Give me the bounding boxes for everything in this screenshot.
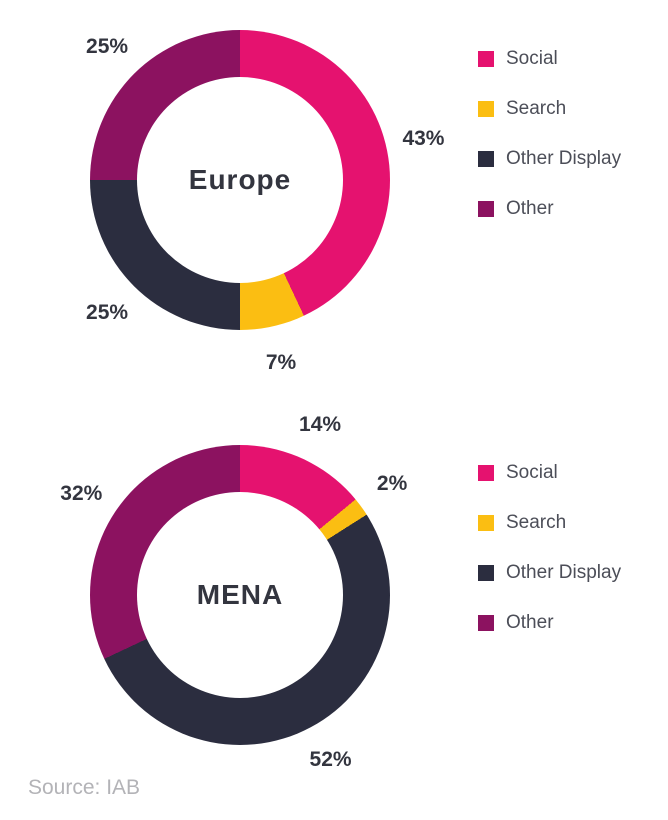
europe-donut-hole: Europe bbox=[137, 77, 343, 283]
slice-value-label-other: 25% bbox=[86, 35, 129, 59]
legend-swatch-icon-other-display bbox=[478, 565, 494, 581]
legend-swatch-icon-other bbox=[478, 201, 494, 217]
slice-value-label-other-display: 52% bbox=[309, 747, 352, 771]
legend-label-search: Search bbox=[506, 98, 567, 119]
legend-label-other: Other bbox=[506, 198, 554, 219]
legend-swatch-icon-other-display bbox=[478, 151, 494, 167]
europe-donut-chart: Europe 43% 7% 25% 25% bbox=[86, 30, 444, 374]
slice-value-label-social: 14% bbox=[299, 412, 342, 436]
mena-donut-chart: MENA 14% 2% 52% 32% bbox=[60, 413, 407, 771]
legend-label-other-display: Other Display bbox=[506, 562, 622, 583]
legend-item-search: Search bbox=[478, 512, 621, 534]
mena-donut-hole: MENA bbox=[137, 492, 343, 698]
legend-item-social: Social bbox=[478, 462, 621, 484]
slice-value-label-other-display: 25% bbox=[86, 300, 129, 324]
legend-swatch-icon-search bbox=[478, 515, 494, 531]
slice-value-label-social: 43% bbox=[402, 126, 445, 150]
legend-item-other-display: Other Display bbox=[478, 562, 621, 584]
legend-item-other: Other bbox=[478, 198, 621, 220]
legend-label-other-display: Other Display bbox=[506, 148, 622, 169]
slice-value-label-search: 7% bbox=[265, 351, 297, 375]
legend-swatch-icon-social bbox=[478, 465, 494, 481]
legend-label-search: Search bbox=[506, 512, 567, 533]
europe-legend: Social Search Other Display Other bbox=[478, 48, 621, 220]
legend-item-other-display: Other Display bbox=[478, 148, 621, 170]
mena-legend: Social Search Other Display Other bbox=[478, 462, 621, 634]
legend-item-social: Social bbox=[478, 48, 621, 70]
legend-label-social: Social bbox=[506, 462, 558, 483]
legend-swatch-icon-search bbox=[478, 101, 494, 117]
source-label: Source: IAB bbox=[28, 776, 141, 799]
legend-label-other: Other bbox=[506, 612, 554, 633]
legend-swatch-icon-other bbox=[478, 615, 494, 631]
legend-swatch-icon-social bbox=[478, 51, 494, 67]
europe-donut-center-label: Europe bbox=[188, 164, 292, 195]
slice-value-label-other: 32% bbox=[60, 482, 103, 506]
slice-value-label-search: 2% bbox=[376, 472, 408, 496]
legend-label-social: Social bbox=[506, 48, 558, 69]
legend-item-search: Search bbox=[478, 98, 621, 120]
mena-donut-center-label: MENA bbox=[196, 579, 284, 610]
legend-item-other: Other bbox=[478, 612, 621, 634]
